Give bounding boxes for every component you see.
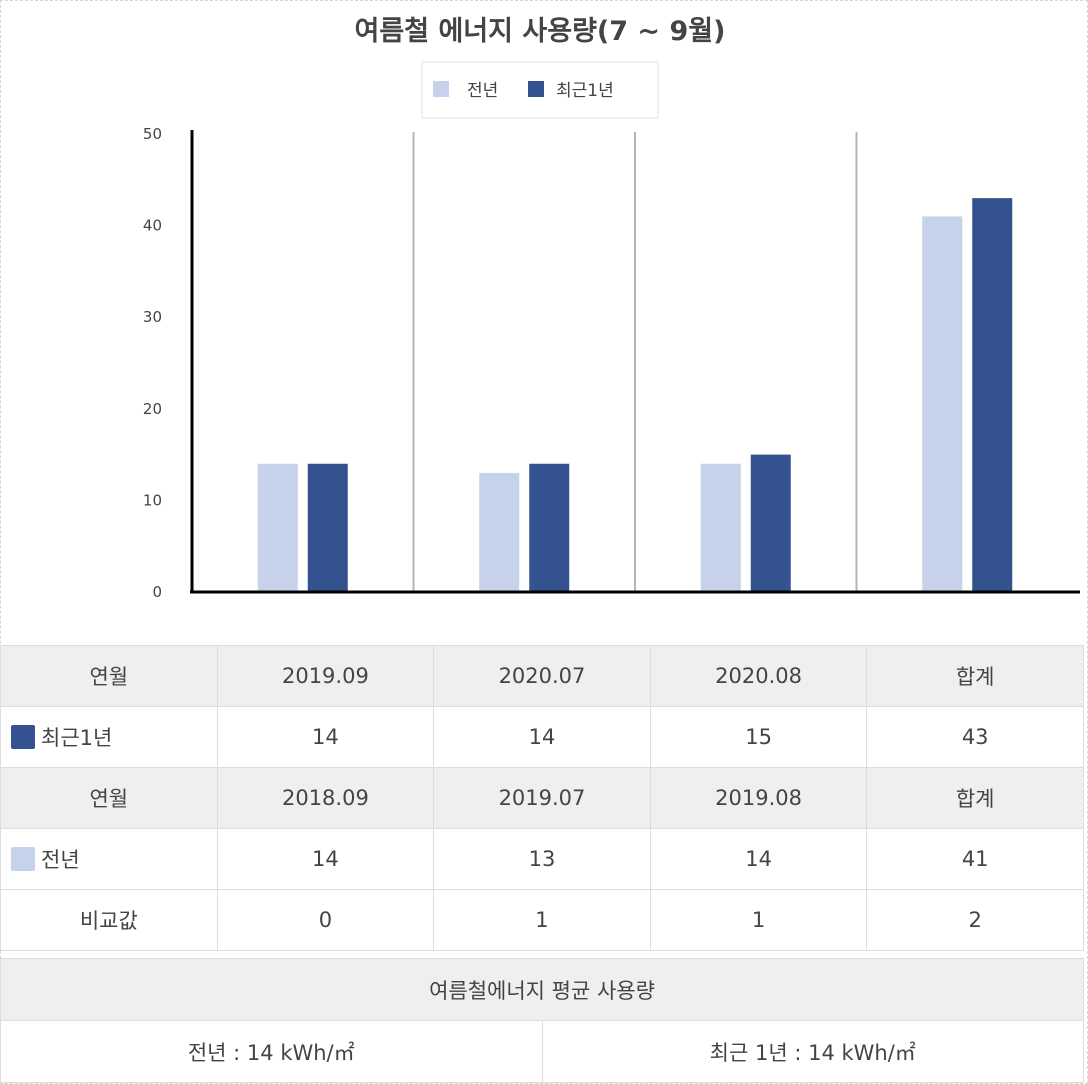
legend-swatch-prev <box>433 81 449 97</box>
average-prev: 전년 : 14 kWh/㎡ <box>0 1020 543 1083</box>
bar-prev <box>700 463 741 592</box>
bar-prev <box>479 472 520 592</box>
swatch-prev <box>11 847 35 871</box>
y-axis-ticks: 0 10 20 30 40 50 <box>143 125 162 601</box>
table-cell-header: 2019.08 <box>649 767 868 829</box>
table-cell-header: 2019.09 <box>216 645 435 707</box>
bars <box>257 198 1013 592</box>
table-cell: 14 <box>649 828 868 890</box>
table-cell-header-label: 연월 <box>0 767 218 829</box>
table-cell: 14 <box>433 706 651 768</box>
bar-recent <box>307 463 348 592</box>
table-cell: 14 <box>216 828 435 890</box>
legend: 전년 최근1년 <box>421 61 659 119</box>
table-cell-header: 2020.08 <box>649 645 868 707</box>
legend-swatch-recent <box>528 81 544 97</box>
table-cell: 13 <box>433 828 651 890</box>
table-cell-header-label: 연월 <box>0 645 218 707</box>
bar-recent <box>750 454 791 592</box>
y-tick-label: 0 <box>152 583 162 601</box>
chart-title: 여름철 에너지 사용량(7 ~ 9월) <box>355 16 726 47</box>
table-cell-header: 2018.09 <box>216 767 435 829</box>
y-tick-label: 50 <box>143 125 162 143</box>
table-cell-row-label: 최근1년 <box>0 706 218 768</box>
table-row-prev: 전년 14 13 14 41 <box>0 828 1084 890</box>
y-tick-label: 10 <box>143 491 162 509</box>
row-label-prev: 전년 <box>41 848 80 872</box>
y-tick-label: 20 <box>143 400 162 418</box>
legend-box <box>421 61 659 119</box>
average-table: 여름철에너지 평균 사용량 전년 : 14 kWh/㎡ 최근 1년 : 14 k… <box>0 958 1084 1083</box>
table-cell-row-label: 전년 <box>0 828 218 890</box>
table-row-prev-header: 연월 2018.09 2019.07 2019.08 합계 <box>0 767 1084 829</box>
table-cell: 14 <box>216 706 435 768</box>
bar-recent <box>972 198 1013 592</box>
table-cell-header: 2019.07 <box>433 767 651 829</box>
average-header-row: 여름철에너지 평균 사용량 <box>0 958 1084 1021</box>
y-tick-label: 40 <box>143 217 162 235</box>
table-cell-header: 합계 <box>866 645 1084 707</box>
average-recent: 최근 1년 : 14 kWh/㎡ <box>541 1020 1084 1083</box>
category-separators <box>412 132 858 592</box>
legend-label-recent: 최근1년 <box>556 81 614 101</box>
average-values-row: 전년 : 14 kWh/㎡ 최근 1년 : 14 kWh/㎡ <box>0 1020 1084 1083</box>
bar-prev <box>922 216 963 592</box>
table-row-recent: 최근1년 14 14 15 43 <box>0 706 1084 768</box>
table-cell-header: 합계 <box>866 767 1084 829</box>
table-cell: 15 <box>649 706 868 768</box>
table-row-recent-header: 연월 2019.09 2020.07 2020.08 합계 <box>0 645 1084 707</box>
table-cell: 43 <box>866 706 1084 768</box>
bar-chart: 여름철 에너지 사용량(7 ~ 9월) 전년 최근1년 0 10 20 30 40 50 <box>143 16 1080 601</box>
data-table: 연월 2019.09 2020.07 2020.08 합계 최근1년 14 14… <box>0 645 1084 951</box>
table-cell: 41 <box>866 828 1084 890</box>
table-cell: 0 <box>216 889 435 951</box>
table-cell: 2 <box>866 889 1084 951</box>
bar-recent <box>529 463 570 592</box>
table-cell-row-label: 비교값 <box>0 889 218 951</box>
table-cell: 1 <box>649 889 868 951</box>
row-label-recent: 최근1년 <box>41 726 113 750</box>
bar-prev <box>257 463 298 592</box>
table-row-diff: 비교값 0 1 1 2 <box>0 889 1084 951</box>
legend-label-prev: 전년 <box>467 81 498 101</box>
swatch-recent <box>11 725 35 749</box>
y-tick-label: 30 <box>143 308 162 326</box>
table-cell: 1 <box>433 889 651 951</box>
table-cell-header: 2020.07 <box>433 645 651 707</box>
average-title: 여름철에너지 평균 사용량 <box>0 958 1084 1021</box>
